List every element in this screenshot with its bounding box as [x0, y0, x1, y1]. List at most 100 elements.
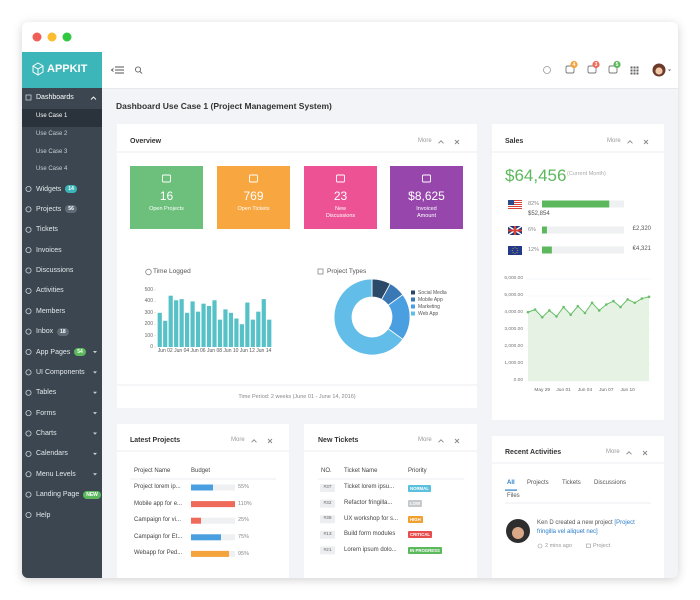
menu-icon [25, 206, 32, 213]
close-button[interactable] [454, 139, 460, 145]
project-name[interactable]: Mobile app for e... [134, 500, 183, 507]
bar [212, 300, 217, 347]
header-badge-count: 5 [615, 61, 619, 68]
menu-item[interactable]: Calendars [36, 449, 68, 458]
collapse-button[interactable] [627, 140, 633, 144]
tile-label: New Discussions [325, 206, 356, 219]
menu-item[interactable]: Tables [36, 388, 56, 397]
menu-item[interactable]: Members [36, 307, 65, 316]
more-button[interactable]: More [607, 138, 621, 145]
close-button[interactable] [454, 438, 460, 444]
close-button[interactable] [267, 438, 273, 444]
project-name[interactable]: Project lorem ip... [134, 483, 181, 490]
apps-icon[interactable] [630, 69, 633, 72]
header-icon[interactable] [587, 65, 597, 74]
tab[interactable]: Tickets [562, 480, 581, 487]
ticket-name[interactable]: Ticket lorem ipsu... [344, 484, 395, 491]
submenu-item[interactable]: Use Case 3 [36, 149, 68, 156]
submenu-item[interactable]: Use Case 4 [36, 166, 68, 173]
menu-item[interactable]: Tickets [36, 225, 58, 234]
apps-icon[interactable] [630, 66, 633, 69]
window-button[interactable] [32, 32, 42, 42]
tab[interactable]: Files [507, 493, 520, 500]
apps-icon[interactable] [636, 66, 639, 69]
project-name[interactable]: Campaign for Et... [134, 533, 183, 540]
menu-label: Landing Page [36, 491, 80, 499]
project-name[interactable]: Campaign for vi... [134, 517, 182, 524]
window-button[interactable] [47, 32, 57, 42]
ticket-name[interactable]: Lorem ipsum dolo... [344, 546, 397, 553]
close-button[interactable] [643, 139, 649, 145]
window-button[interactable] [62, 32, 72, 42]
apps-icon[interactable] [630, 72, 633, 75]
submenu-item[interactable]: Use Case 2 [36, 131, 68, 138]
menu-item[interactable]: Widgets 14 [36, 185, 77, 194]
y-tick-label: 500 [144, 287, 153, 293]
more-button[interactable]: More [231, 437, 245, 444]
header-icon[interactable] [608, 65, 618, 74]
apps-icon[interactable] [636, 72, 639, 75]
menu-item[interactable]: Menu Levels [36, 470, 76, 479]
submenu-item[interactable]: Use Case 1 [36, 113, 68, 120]
collapse-button[interactable] [251, 439, 257, 443]
activity-target[interactable]: [Project fringilla vel aliquet nec] [537, 520, 635, 535]
card-title: Overview [130, 137, 162, 145]
menu-item[interactable]: Help [36, 511, 50, 520]
folder-icon [586, 543, 591, 548]
ticket-name[interactable]: Refactor fringilla... [344, 500, 393, 506]
menu-item[interactable]: Landing Page NEW [36, 490, 101, 499]
more-button[interactable]: More [418, 138, 432, 145]
share-label: 82% [528, 200, 540, 207]
header-icon[interactable] [565, 65, 575, 74]
apps-icon[interactable] [636, 69, 639, 72]
dropdown-caret [93, 473, 97, 476]
menu-item[interactable]: Projects 56 [36, 205, 77, 214]
menu-label: Discussions [36, 267, 74, 274]
dropdown-caret [93, 391, 97, 394]
logo-block[interactable] [22, 52, 102, 88]
menu-item[interactable]: Discussions [36, 266, 73, 275]
menu-item[interactable]: Dashboards [36, 93, 74, 101]
apps-icon[interactable] [633, 72, 636, 75]
more-button[interactable]: More [418, 437, 432, 444]
menu-item[interactable]: App Pages 54 [36, 348, 86, 357]
tab[interactable]: Projects [527, 480, 549, 487]
tile-value: 769 [243, 188, 264, 203]
menu-icon [25, 267, 32, 274]
recent-activities-card [492, 436, 664, 578]
stat-tile[interactable] [390, 166, 463, 229]
active-sub-item[interactable] [22, 109, 102, 127]
close-button[interactable] [642, 450, 648, 456]
logo[interactable]: APPKIT [47, 63, 88, 76]
menu-label: Tables [36, 389, 57, 397]
menu-item[interactable]: Invoices [36, 246, 62, 255]
menu-toggle[interactable] [110, 66, 125, 74]
sales-point [583, 311, 587, 315]
apps-icon[interactable] [633, 69, 636, 72]
menu-item[interactable]: Inbox 18 [36, 327, 69, 336]
menu-item[interactable]: Activities [36, 286, 64, 295]
ticket-name[interactable]: UX workshop for s... [344, 515, 399, 522]
more-button[interactable]: More [606, 449, 620, 456]
tab[interactable]: Discussions [594, 480, 627, 487]
ticket-name[interactable]: Build form modules [344, 531, 396, 538]
tile-icon [249, 174, 258, 183]
stat-tile[interactable] [217, 166, 290, 229]
collapse-button[interactable] [438, 439, 444, 443]
apps-icon[interactable] [633, 66, 636, 69]
project-name[interactable]: Webapp for Ped... [134, 550, 183, 557]
menu-label: Inbox [36, 328, 54, 336]
search-icon[interactable] [134, 66, 142, 73]
share-bar [542, 226, 547, 234]
collapse-button[interactable] [438, 140, 444, 144]
collapse-button[interactable] [626, 451, 632, 455]
menu-item[interactable]: UI Components [36, 368, 85, 377]
menu-item[interactable]: Forms [36, 409, 56, 418]
y-tick-label: 0 [150, 344, 153, 350]
tab[interactable]: All [507, 480, 515, 487]
stat-tile[interactable] [304, 166, 377, 229]
stat-tile[interactable] [130, 166, 203, 229]
info-icon[interactable] [543, 66, 551, 74]
time-period: Time Period: 2 weeks (June 01 - June 14,… [238, 393, 356, 400]
menu-item[interactable]: Charts [36, 429, 57, 438]
